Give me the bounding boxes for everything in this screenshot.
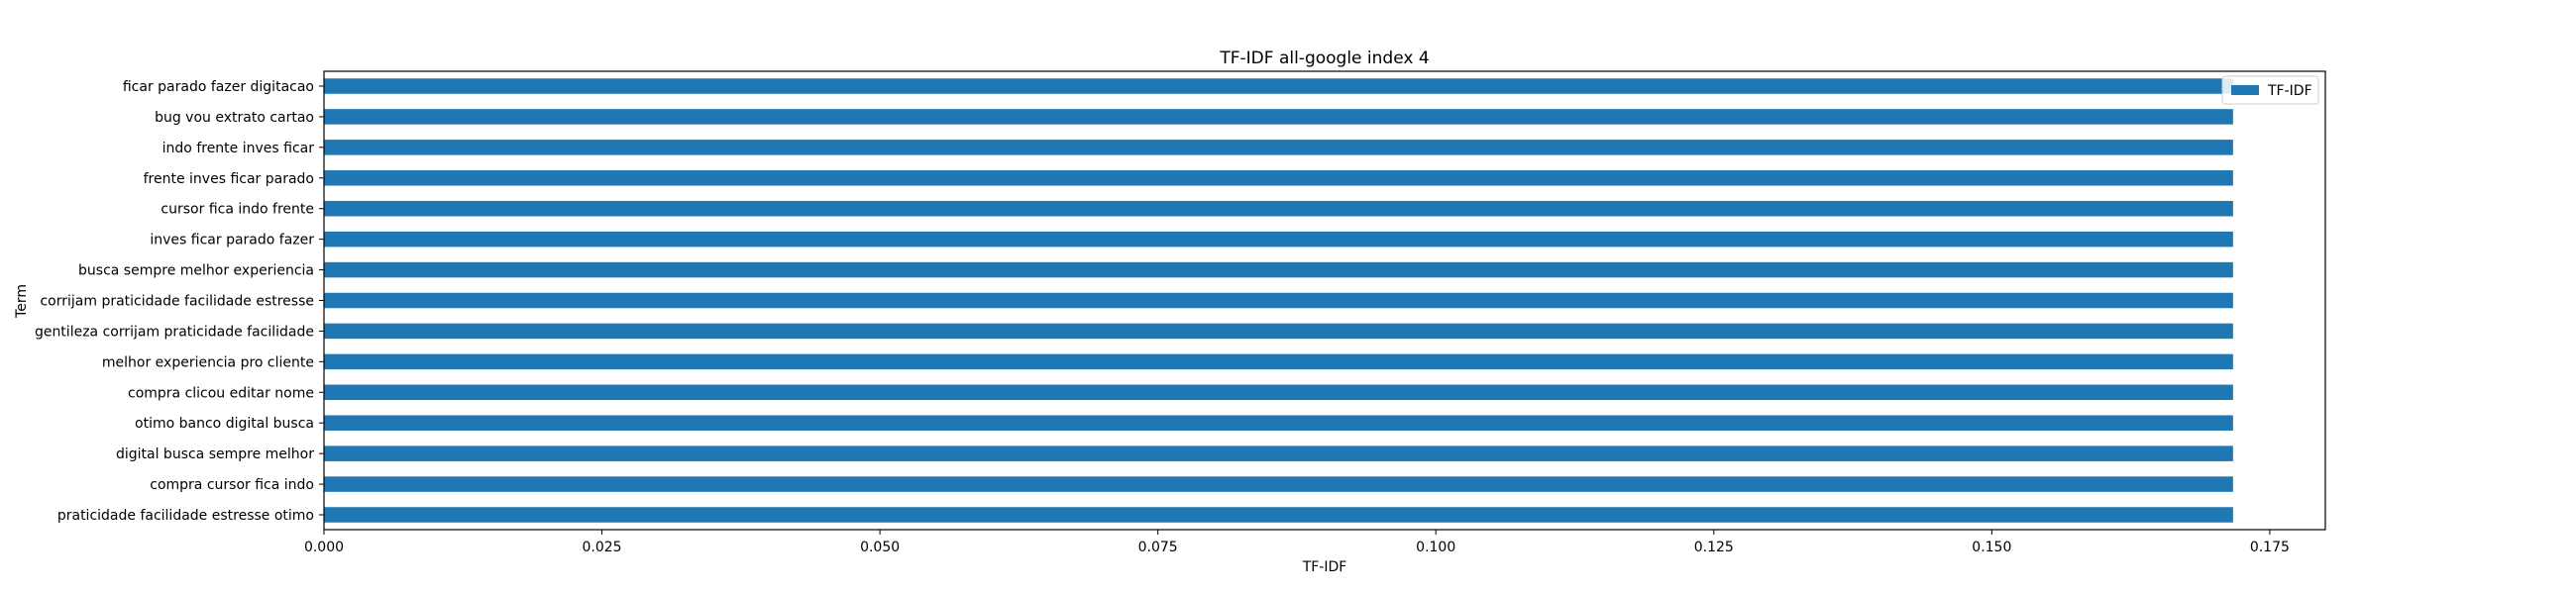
x-tick-label: 0.150 [1972, 540, 2011, 555]
x-tick-label: 0.175 [2250, 540, 2290, 555]
y-tick-label: bug vou extrato cartao [155, 110, 314, 126]
bar [324, 261, 2233, 278]
y-axis-label: Term [14, 284, 30, 319]
y-tick-label: praticidade facilidade estresse otimo [57, 508, 314, 524]
y-tick-label: compra clicou editar nome [128, 385, 314, 401]
bar [324, 384, 2233, 401]
legend-label: TF-IDF [2267, 83, 2312, 99]
y-tick-label: frente inves ficar parado [144, 171, 314, 187]
bar [324, 231, 2233, 248]
bar [324, 170, 2233, 186]
bar [324, 292, 2233, 309]
y-tick-label: gentileza corrijam praticidade facilidad… [35, 324, 314, 340]
legend-box [2221, 75, 2319, 105]
x-axis-label: TF-IDF [1302, 559, 1347, 575]
bar [324, 446, 2233, 461]
bars-group [324, 78, 2233, 523]
x-tick-label: 0.125 [1694, 540, 1734, 555]
bar [324, 140, 2233, 155]
bar [324, 476, 2233, 492]
y-tick-label: digital busca sempre melhor [116, 446, 314, 462]
y-tick-label: cursor fica indo frente [161, 202, 314, 218]
plot-frame [323, 70, 2326, 531]
y-tick-label: indo frente inves ficar [162, 141, 315, 156]
x-tick-label: 0.050 [860, 540, 900, 555]
y-tick-label: ficar parado fazer digitacao [123, 79, 314, 95]
bar [324, 353, 2233, 370]
x-tick-label: 0.100 [1416, 540, 1455, 555]
bar [324, 507, 2233, 523]
bar [324, 109, 2233, 125]
x-tick-label: 0.075 [1138, 540, 1178, 555]
bar [324, 200, 2233, 217]
bar [324, 415, 2233, 431]
legend-swatch [2231, 85, 2259, 95]
bar [324, 78, 2233, 94]
y-tick-label: corrijam praticidade facilidade estresse [40, 294, 314, 310]
chart-title: TF-IDF all-google index 4 [1219, 49, 1429, 68]
y-tick-label: compra cursor fica indo [150, 477, 314, 493]
y-tick-label: inves ficar parado fazer [150, 233, 314, 248]
y-tick-label: melhor experiencia pro cliente [102, 354, 314, 370]
x-tick-labels: 0.000 0.025 0.050 0.075 0.100 0.125 0.150 0.175 [304, 530, 2290, 555]
bar [324, 323, 2233, 340]
y-tick-label: busca sempre melhor experiencia [78, 263, 314, 279]
legend: TF-IDF [2221, 75, 2319, 105]
x-tick-label: 0.000 [304, 540, 344, 555]
y-tick-label: otimo banco digital busca [135, 416, 314, 432]
y-tick-labels: ficar parado fazer digitacao bug vou extr… [35, 79, 324, 524]
x-tick-label: 0.025 [583, 540, 622, 555]
